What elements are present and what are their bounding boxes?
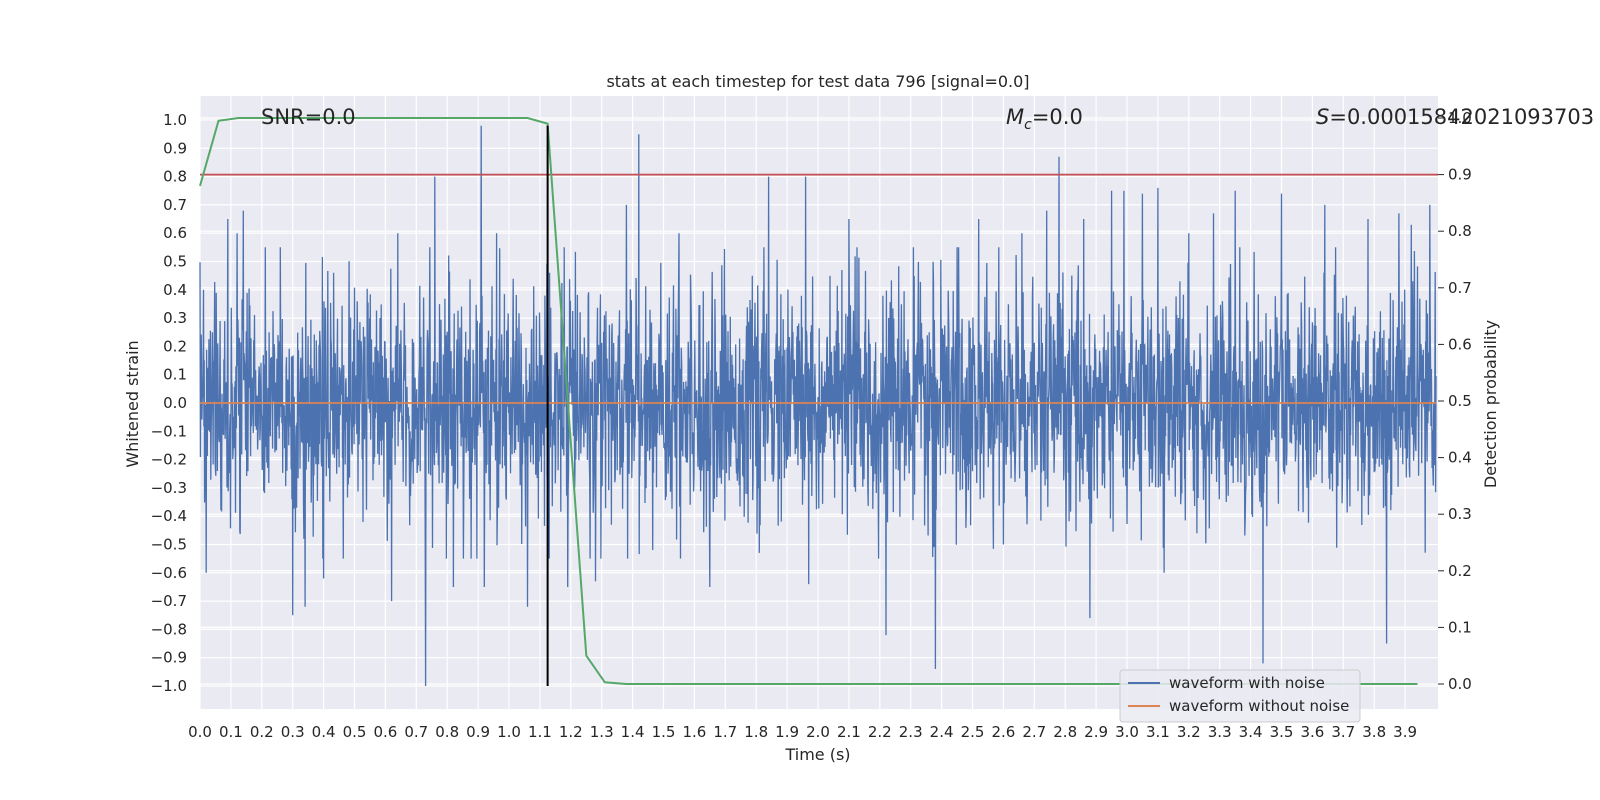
- x-axis-ticks: 0.0 0.1 0.2 0.3 0.4 0.5 0.6 0.7 0.8 0.9 1.0 1.1 1.2 1…: [188, 723, 1417, 741]
- y-tick-label: −1.0: [151, 677, 187, 695]
- s-value: =0.00015842021093703: [1329, 105, 1594, 129]
- y2-tick-label: 0.4: [1448, 449, 1472, 467]
- x-tick-label: 2.5: [961, 723, 985, 741]
- y2-tick-label: 0.3: [1448, 505, 1472, 523]
- y-tick-label: −0.2: [151, 451, 187, 469]
- y2-axis-label: Detection probability: [1481, 320, 1500, 488]
- x-tick-label: 0.4: [312, 723, 336, 741]
- x-tick-label: 1.4: [621, 723, 645, 741]
- x-tick-label: 2.4: [930, 723, 954, 741]
- mc-subscript: c: [1024, 117, 1032, 133]
- x-tick-label: 1.6: [682, 723, 706, 741]
- x-tick-label: 1.5: [652, 723, 676, 741]
- y2-axis-ticks: 1.0 0.9 0.8 0.7 0.6 0.5 0.4 0.3 0.2 0.1 0.0: [1438, 109, 1472, 693]
- x-tick-label: 0.3: [281, 723, 305, 741]
- y-tick-label: −0.1: [151, 422, 187, 440]
- x-tick-label: 0.5: [343, 723, 367, 741]
- y-tick-label: 0.5: [163, 253, 187, 271]
- x-tick-label: 3.9: [1393, 723, 1417, 741]
- x-tick-label: 0.0: [188, 723, 212, 741]
- y-tick-label: −0.7: [151, 592, 187, 610]
- x-tick-label: 2.7: [1022, 723, 1046, 741]
- y-tick-label: −0.9: [151, 649, 187, 667]
- x-tick-label: 1.9: [775, 723, 799, 741]
- mc-annotation: Mc=0.0: [1006, 105, 1083, 133]
- y-tick-label: 0.2: [163, 337, 187, 355]
- legend-label-noise: waveform with noise: [1169, 674, 1325, 692]
- y2-tick-label: 0.2: [1448, 562, 1472, 580]
- legend-box: [1119, 669, 1361, 723]
- series-waveform-with-noise: [199, 125, 1437, 687]
- y-tick-label: 0.0: [163, 394, 187, 412]
- x-tick-label: 2.9: [1084, 723, 1108, 741]
- y-tick-label: 0.6: [163, 224, 187, 242]
- snr-annotation: SNR=0.0: [261, 105, 356, 129]
- x-tick-label: 3.7: [1331, 723, 1355, 741]
- x-tick-label: 1.7: [713, 723, 737, 741]
- y2-tick-label: 1.0: [1448, 109, 1472, 127]
- x-tick-label: 3.2: [1177, 723, 1201, 741]
- series-detection-probability: [199, 117, 1418, 685]
- y-tick-label: −0.6: [151, 564, 187, 582]
- x-tick-label: 2.1: [837, 723, 861, 741]
- y2-tick-label: 0.9: [1448, 166, 1472, 184]
- x-tick-label: 3.6: [1300, 723, 1324, 741]
- x-tick-label: 0.1: [219, 723, 243, 741]
- x-tick-label: 2.3: [899, 723, 923, 741]
- detection-probability-path: [199, 117, 1418, 685]
- y2-tick-label: 0.0: [1448, 675, 1472, 693]
- y-tick-label: −0.5: [151, 536, 187, 554]
- s-annotation: S=0.00015842021093703: [1316, 105, 1594, 129]
- x-tick-label: 2.6: [991, 723, 1015, 741]
- x-tick-label: 3.3: [1208, 723, 1232, 741]
- x-tick-label: 0.2: [250, 723, 274, 741]
- x-tick-label: 1.3: [590, 723, 614, 741]
- y-tick-label: 0.8: [163, 168, 187, 186]
- y-tick-label: 1.0: [163, 111, 187, 129]
- x-tick-label: 3.1: [1146, 723, 1170, 741]
- x-tick-label: 1.1: [528, 723, 552, 741]
- x-tick-label: 1.8: [744, 723, 768, 741]
- x-tick-label: 3.0: [1115, 723, 1139, 741]
- x-tick-label: 2.8: [1053, 723, 1077, 741]
- x-tick-label: 0.7: [404, 723, 428, 741]
- mc-symbol: M: [1006, 105, 1024, 129]
- y2-tick-label: 0.6: [1448, 335, 1472, 353]
- s-symbol: S: [1316, 105, 1329, 129]
- y-tick-label: −0.3: [151, 479, 187, 497]
- x-tick-label: 2.2: [868, 723, 892, 741]
- y-tick-label: 0.4: [163, 281, 187, 299]
- x-tick-label: 3.5: [1270, 723, 1294, 741]
- y-axis-ticks: 1.0 0.9 0.8 0.7 0.6 0.5 0.4 0.3 0.2 0.1 0.0 −0.1 −0.…: [151, 111, 187, 695]
- x-tick-label: 0.8: [435, 723, 459, 741]
- x-tick-label: 2.0: [806, 723, 830, 741]
- x-tick-label: 0.6: [373, 723, 397, 741]
- y-tick-label: −0.4: [151, 507, 187, 525]
- legend-label-clean: waveform without noise: [1169, 697, 1349, 715]
- y-tick-label: 0.3: [163, 309, 187, 327]
- y-tick-label: 0.7: [163, 196, 187, 214]
- y2-tick-label: 0.1: [1448, 618, 1472, 636]
- y2-tick-label: 0.7: [1448, 279, 1472, 297]
- y2-tick-label: 0.8: [1448, 222, 1472, 240]
- x-tick-label: 0.9: [466, 723, 490, 741]
- y-tick-label: 0.1: [163, 366, 187, 384]
- x-tick-label: 1.2: [559, 723, 583, 741]
- y-axis-label: Whitened strain: [123, 340, 142, 467]
- x-axis-label: Time (s): [784, 745, 850, 764]
- noise-waveform-path: [199, 125, 1437, 687]
- y-tick-label: 0.9: [163, 139, 187, 157]
- y-tick-label: −0.8: [151, 620, 187, 638]
- x-tick-label: 3.8: [1362, 723, 1386, 741]
- x-tick-label: 3.4: [1239, 723, 1263, 741]
- y2-tick-label: 0.5: [1448, 392, 1472, 410]
- chart-title: stats at each timestep for test data 796…: [606, 72, 1029, 91]
- x-tick-label: 1.0: [497, 723, 521, 741]
- mc-value: =0.0: [1032, 105, 1083, 129]
- legend: waveform with noise waveform without noi…: [1119, 669, 1361, 723]
